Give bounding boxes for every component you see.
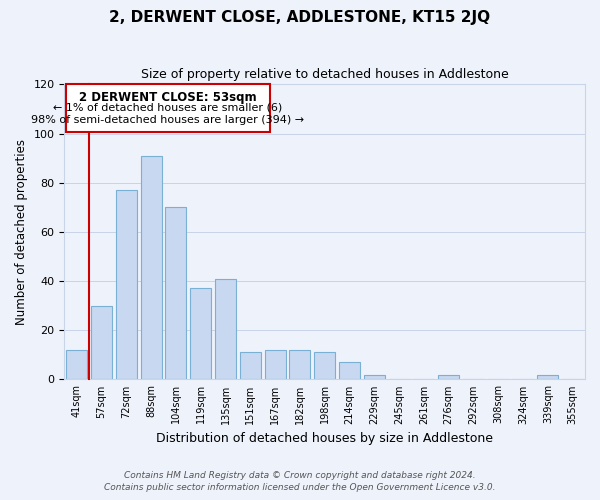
- Text: Contains HM Land Registry data © Crown copyright and database right 2024.
Contai: Contains HM Land Registry data © Crown c…: [104, 471, 496, 492]
- Bar: [65, 84, 270, 132]
- Bar: [116, 190, 137, 380]
- Title: Size of property relative to detached houses in Addlestone: Size of property relative to detached ho…: [141, 68, 509, 80]
- Text: 2, DERWENT CLOSE, ADDLESTONE, KT15 2JQ: 2, DERWENT CLOSE, ADDLESTONE, KT15 2JQ: [109, 10, 491, 25]
- Text: ← 1% of detached houses are smaller (6): ← 1% of detached houses are smaller (6): [53, 103, 283, 113]
- Bar: [166, 208, 187, 380]
- Bar: [537, 374, 559, 380]
- Bar: [240, 352, 261, 380]
- X-axis label: Distribution of detached houses by size in Addlestone: Distribution of detached houses by size …: [156, 432, 493, 445]
- Bar: [438, 374, 459, 380]
- Text: 2 DERWENT CLOSE: 53sqm: 2 DERWENT CLOSE: 53sqm: [79, 90, 257, 104]
- Text: 98% of semi-detached houses are larger (394) →: 98% of semi-detached houses are larger (…: [31, 115, 304, 125]
- Bar: [289, 350, 310, 380]
- Bar: [215, 278, 236, 380]
- Bar: [265, 350, 286, 380]
- Bar: [190, 288, 211, 380]
- Bar: [91, 306, 112, 380]
- Bar: [140, 156, 162, 380]
- Bar: [364, 374, 385, 380]
- Y-axis label: Number of detached properties: Number of detached properties: [15, 139, 28, 325]
- Bar: [314, 352, 335, 380]
- Bar: [339, 362, 360, 380]
- Bar: [66, 350, 88, 380]
